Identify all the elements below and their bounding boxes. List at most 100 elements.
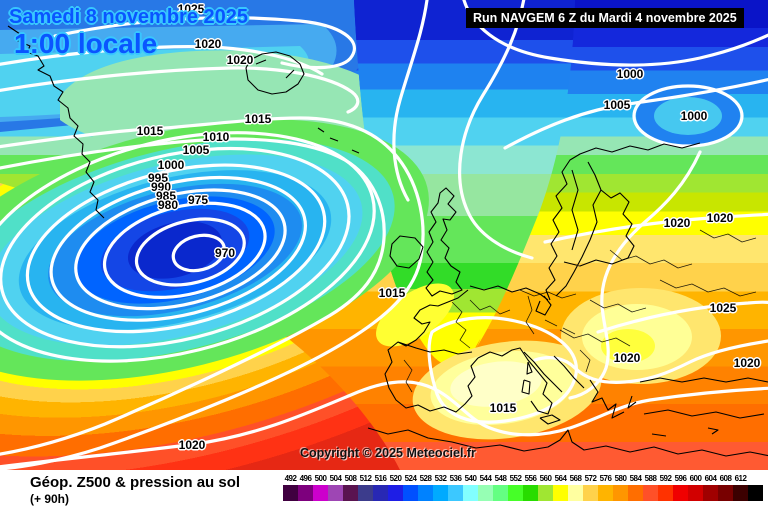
pressure-label: 1020: [733, 356, 761, 370]
pressure-labels-layer: 1025 1020 1020 1015 1015 1010 1005 1000 995 990 98…: [136, 2, 761, 452]
legend-cell: [343, 485, 358, 501]
legend-cell: [328, 485, 343, 501]
legend-value: 496: [299, 474, 312, 483]
legend-value: 600: [689, 474, 702, 483]
legend-cell: [448, 485, 463, 501]
iceland-coast: [245, 51, 305, 95]
legend-value: 512: [359, 474, 372, 483]
med-islands: [521, 361, 719, 437]
pressure-label: 980: [157, 198, 179, 212]
pressure-label: 1020: [178, 438, 206, 452]
legend-value: 576: [599, 474, 612, 483]
pressure-label: 1000: [680, 109, 708, 123]
forecast-hour-label: (+ 90h): [30, 492, 70, 506]
isobar-lines: [0, 0, 768, 470]
legend-cell: [613, 485, 628, 501]
legend-cell: [433, 485, 448, 501]
pressure-label: 1020: [706, 211, 734, 225]
coastlines: [7, 25, 768, 457]
pressure-label: 1020: [226, 53, 254, 67]
legend-value: 608: [719, 474, 732, 483]
legend-value: 508: [344, 474, 357, 483]
legend-cell: [403, 485, 418, 501]
legend-value: 612: [734, 474, 747, 483]
legend-value: 492: [284, 474, 297, 483]
legend-cell: [463, 485, 478, 501]
legend-cell: [538, 485, 553, 501]
legend-value: 536: [449, 474, 462, 483]
pressure-label: 1015: [244, 112, 272, 126]
map-canvas: [0, 0, 768, 470]
legend-cell: [628, 485, 643, 501]
legend-cell: [673, 485, 688, 501]
africa-coast: [367, 427, 768, 457]
legend-value: 520: [389, 474, 402, 483]
legend-value: 516: [374, 474, 387, 483]
italy-balkans-coast: [477, 347, 768, 419]
pressure-label: 1000: [157, 158, 185, 172]
legend-cell: [313, 485, 328, 501]
pressure-label: 1025: [177, 2, 205, 16]
pressure-label: 1005: [603, 98, 631, 112]
legend-cell: [553, 485, 568, 501]
country-borders: [403, 229, 757, 393]
legend-value: 548: [494, 474, 507, 483]
pressure-label: 975: [187, 193, 209, 207]
legend-cell: [643, 485, 658, 501]
pressure-label: 1015: [136, 124, 164, 138]
legend-cell: [748, 485, 763, 501]
legend-value: 544: [479, 474, 492, 483]
legend-cell: [583, 485, 598, 501]
legend-value: 556: [524, 474, 537, 483]
legend-cell: [568, 485, 583, 501]
legend-value: 552: [509, 474, 522, 483]
legend-cell: [658, 485, 673, 501]
pressure-label: 1010: [202, 130, 230, 144]
pressure-label: 990: [150, 180, 172, 194]
legend-cell: [598, 485, 613, 501]
pressure-label: 1005: [182, 143, 210, 157]
legend-value: 596: [674, 474, 687, 483]
legend-value: 560: [539, 474, 552, 483]
legend-value: 504: [329, 474, 342, 483]
copyright-label: Copyright © 2025 Meteociel.fr: [300, 446, 476, 460]
scandinavia-coast: [535, 142, 701, 316]
pressure-label: 995: [147, 171, 169, 185]
pressure-label: 1015: [489, 401, 517, 415]
pressure-label: 1020: [613, 351, 641, 365]
valid-date-label: Samedi 8 novembre 2025: [9, 6, 249, 28]
legend-value: 580: [614, 474, 627, 483]
legend-value: 588: [644, 474, 657, 483]
pressure-label: 985: [155, 189, 177, 203]
legend-cell: [523, 485, 538, 501]
model-run-label: Run NAVGEM 6 Z du Mardi 4 novembre 2025: [466, 8, 744, 28]
legend-cell: [733, 485, 748, 501]
legend-colorbar: [283, 485, 763, 501]
valid-time-label: 1:00 locale: [14, 28, 158, 59]
uk-coast: [425, 187, 463, 297]
pressure-label: 1000: [616, 67, 644, 81]
ireland-coast: [389, 235, 424, 269]
pressure-label: 1020: [663, 216, 691, 230]
legend-value: 584: [629, 474, 642, 483]
legend-value: 532: [434, 474, 447, 483]
legend-cell: [508, 485, 523, 501]
legend-cell: [373, 485, 388, 501]
legend-value: 568: [569, 474, 582, 483]
legend-cell: [298, 485, 313, 501]
legend-cell: [388, 485, 403, 501]
pressure-label: 1020: [194, 37, 222, 51]
small-islands: [317, 127, 360, 154]
product-title: Géop. Z500 & pression au sol: [30, 474, 241, 491]
legend-cell: [703, 485, 718, 501]
legend-value: 604: [704, 474, 717, 483]
pressure-label: 1015: [378, 286, 406, 300]
legend-cell: [688, 485, 703, 501]
legend-value: 500: [314, 474, 327, 483]
pressure-label: 1025: [709, 301, 737, 315]
legend-values-row: 492 496 500 504 508 512 516 520 524 528 532 536 540 5…: [283, 474, 763, 483]
legend-cell: [718, 485, 733, 501]
legend-value: 592: [659, 474, 672, 483]
legend-value: 564: [554, 474, 567, 483]
